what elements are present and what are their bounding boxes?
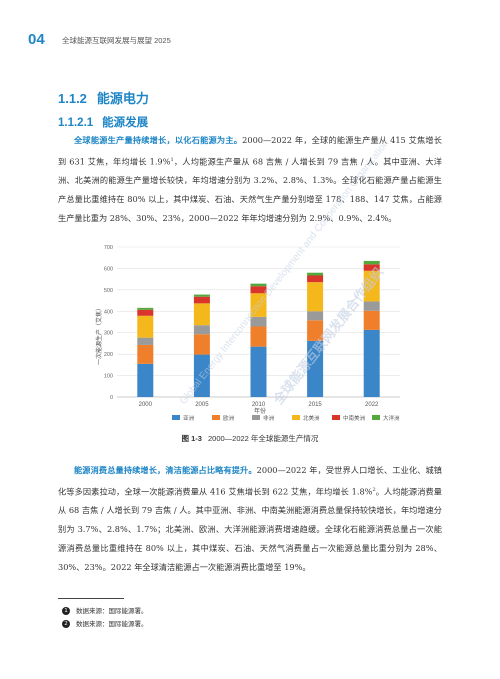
x-tick-label: 2005 (195, 402, 209, 408)
legend-label: 中南美洲 (343, 414, 366, 422)
y-tick-label: 200 (104, 352, 113, 358)
bar-segment (137, 344, 154, 364)
paragraph-lead: 能源消费总量持续增长，清洁能源占比略有提升。 (74, 466, 257, 475)
figure-title: 2000—2022 年全球能源生产情况 (207, 434, 319, 443)
footnote-ref[interactable]: 1 (170, 156, 174, 163)
section-title: 能源电力 (96, 91, 149, 106)
running-header: 全球能源互联网发展与展望 2025 (62, 36, 171, 45)
x-tick-labels: 2000 2005 2010 2015 2022 (139, 402, 379, 408)
subsection-number: 1.1.2.1 (58, 117, 94, 129)
bar-segment (307, 320, 324, 341)
footnote: 2 数据来源：国际能源署。 (62, 618, 148, 628)
legend-swatch (252, 415, 260, 420)
legend-label: 非洲 (263, 414, 275, 422)
legend-swatch (172, 415, 180, 420)
figure-caption: 图 1-3 2000—2022 年全球能源生产情况 (0, 433, 500, 444)
bar-segment (250, 293, 267, 317)
footnote: 1 数据来源：国际能源署。 (62, 605, 148, 615)
bar-segment (307, 272, 324, 276)
bar-segment (307, 275, 324, 283)
bar-segment (193, 296, 210, 304)
y-tick-label: 600 (104, 266, 113, 272)
bar-segment (250, 316, 267, 327)
bar-segment (307, 282, 324, 312)
bar-segment (250, 286, 267, 294)
x-tick-label: 2022 (365, 402, 379, 408)
y-tick-label: 500 (104, 288, 113, 294)
footnote-ref[interactable]: 2 (372, 486, 376, 493)
bar-segment (307, 340, 324, 397)
chart-legend: 亚洲 欧洲 非洲 北美洲 中南美洲 大洋洲 (172, 414, 400, 422)
bar-segment (250, 346, 267, 397)
y-tick-label: 0 (110, 395, 113, 401)
footnote-text: 数据来源：国际能源署。 (76, 607, 148, 615)
footnote-divider (58, 598, 124, 599)
legend-swatch (212, 415, 220, 420)
footnote-text: 数据来源：国际能源署。 (76, 620, 148, 628)
paragraph-text: 2000—2022 年，全球的能源生产量从 415 艾焦增长到 631 艾焦，年… (58, 135, 442, 167)
subsection-heading: 1.1.2.1 能源发展 (58, 114, 148, 130)
bar-segment (250, 283, 267, 287)
legend-swatch (372, 415, 380, 420)
bar-segment (307, 311, 324, 321)
bar-segment (193, 354, 210, 397)
legend-label: 大洋洲 (383, 414, 400, 422)
x-axis-label: 年份 (254, 407, 266, 415)
paragraph-text: 2000—2022 年，受世界人口增长、工业化、城镇化等多因素拉动，全球一次能源… (58, 465, 442, 497)
paragraph-energy-consumption: 能源消费总量持续增长，清洁能源占比略有提升。2000—2022 年，受世界人口增… (58, 461, 442, 577)
bar-segment (137, 307, 154, 310)
paragraph-lead: 全球能源生产量持续增长，以化石能源为主。 (74, 136, 243, 145)
legend-label: 欧洲 (223, 414, 235, 422)
legend-label: 北美洲 (303, 414, 320, 422)
bar-segment (250, 326, 267, 347)
bar-segment (193, 334, 210, 355)
bar-segment (363, 301, 380, 311)
paragraph-energy-production: 全球能源生产量持续增长，以化石能源为主。2000—2022 年，全球的能源生产量… (58, 131, 442, 228)
bar-segment (363, 270, 380, 302)
paragraph-text: 。人均能源消费量从 68 吉焦 / 人增长到 79 吉焦 / 人。其中亚洲、非洲… (58, 486, 442, 572)
section-heading: 1.1.2 能源电力 (58, 88, 149, 107)
footnote-marker: 2 (62, 620, 70, 628)
bar-segment (193, 294, 210, 297)
bar-segment (363, 329, 380, 397)
subsection-title: 能源发展 (102, 117, 149, 129)
figure-number: 图 1-3 (181, 434, 202, 443)
footnote-marker: 1 (62, 607, 70, 615)
x-tick-label: 2015 (308, 402, 322, 408)
bar-segment (193, 303, 210, 326)
y-tick-label: 100 (104, 374, 113, 380)
bar-segment (137, 363, 154, 397)
bar-segment (137, 309, 154, 316)
page-number: 04 (28, 31, 45, 48)
y-tick-label: 400 (104, 309, 113, 315)
chart-bars (137, 260, 380, 397)
legend-swatch (332, 415, 340, 420)
bar-segment (137, 315, 154, 338)
x-tick-label: 2010 (252, 402, 266, 408)
section-number: 1.1.2 (58, 91, 87, 106)
paragraph-text: ，人均能源生产量从 68 吉焦 / 人增长到 79 吉焦 / 人。其中亚洲、大洋… (58, 156, 442, 223)
bar-segment (137, 337, 154, 345)
legend-swatch (292, 415, 300, 420)
y-axis-label: 一次能源生产（艾焦） (95, 305, 103, 365)
legend-label: 亚洲 (183, 415, 195, 422)
bar-segment (363, 264, 380, 271)
y-tick-labels: 0 100 200 300 400 500 600 700 (104, 245, 113, 401)
y-tick-label: 300 (104, 331, 113, 337)
y-tick-label: 700 (104, 245, 113, 251)
bar-segment (363, 310, 380, 330)
x-tick-label: 2000 (139, 402, 153, 408)
bar-segment (363, 260, 380, 265)
bar-segment (193, 325, 210, 335)
